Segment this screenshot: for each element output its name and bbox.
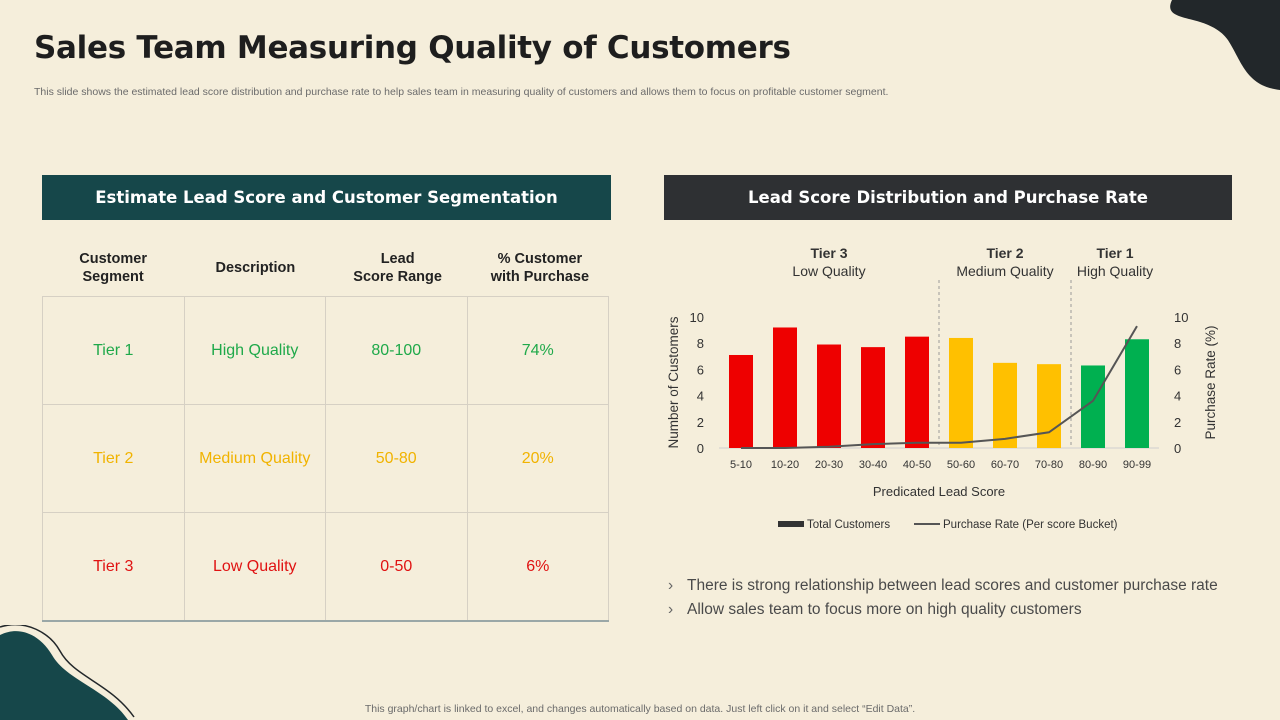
y-tick-label: 0 [697,441,704,456]
x-tick-label: 5-10 [730,459,752,471]
y2-tick-label: 0 [1174,441,1181,456]
bar [993,362,1017,448]
tier-name: Tier 3 [810,245,847,261]
cell-segment: Tier 1 [42,296,185,405]
x-axis-title: Predicated Lead Score [873,484,1005,499]
distribution-panel-header: Lead Score Distribution and Purchase Rat… [664,175,1232,220]
cell-range: 0-50 [325,512,468,622]
bar [905,336,929,448]
x-tick-label: 20-30 [815,459,843,471]
page-subtitle: This slide shows the estimated lead scor… [34,86,889,98]
cell-purchase: 20% [466,404,609,513]
bullet-text: Allow sales team to focus more on high q… [687,601,1082,618]
y2-tick-label: 8 [1174,336,1181,351]
tier-quality: High Quality [1077,263,1153,279]
bar [861,347,885,448]
y-axis-title: Number of Customers [666,316,681,448]
bar [949,337,973,448]
cell-description: Low Quality [183,512,326,622]
bar [817,344,841,448]
page-title: Sales Team Measuring Quality of Customer… [34,30,791,66]
tier-name: Tier 1 [1096,245,1133,261]
bar [1037,364,1061,448]
y-tick-label: 10 [690,310,704,325]
y2-tick-label: 6 [1174,362,1181,377]
y2-axis-title: Purchase Rate (%) [1203,325,1218,439]
cell-range: 50-80 [325,404,468,513]
tier-name: Tier 2 [986,245,1023,261]
x-tick-label: 80-90 [1079,459,1107,471]
cell-range: 80-100 [325,296,468,405]
bar [729,354,753,448]
y2-tick-label: 2 [1174,415,1181,430]
lead-score-chart: Tier 3 Low Quality Tier 2 Medium Quality Tie… [666,245,1218,531]
table-row: Tier 1 High Quality 80-100 74% [42,296,609,405]
table-row: Tier 3 Low Quality 0-50 6% [42,512,609,622]
table-row: Tier 2 Medium Quality 50-80 20% [42,404,609,513]
cell-description: High Quality [183,296,326,405]
x-tick-label: 60-70 [991,459,1019,471]
legend-label: Total Customers [807,519,890,531]
y-tick-label: 2 [697,415,704,430]
y2-tick-label: 10 [1174,310,1188,325]
bar [1125,339,1149,448]
cell-description: Medium Quality [183,404,326,513]
segmentation-table: Tier 1 High Quality 80-100 74% Tier 2 Medium … [42,296,609,622]
footer-note: This graph/chart is linked to excel, and… [364,703,916,715]
x-tick-label: 30-40 [859,459,887,471]
legend-bar-swatch [778,521,804,527]
y2-tick-label: 4 [1174,389,1181,404]
x-tick-label: 40-50 [903,459,931,471]
x-tick-label: 50-60 [947,459,975,471]
legend-label: Purchase Rate (Per score Bucket) [943,519,1118,531]
column-header: Lead Score Range [353,251,442,285]
y-tick-label: 8 [697,336,704,351]
purchase-rate-line [741,325,1138,449]
bullet-item: › There is strong relationship between le… [668,574,1218,598]
corner-decoration-bottom-left [0,625,135,720]
insight-bullets: › There is strong relationship between le… [668,574,1218,622]
bar [773,327,797,448]
bullet-text: There is strong relationship between lea… [687,577,1218,594]
tier-quality: Low Quality [792,263,865,279]
cell-purchase: 6% [466,512,609,622]
cell-segment: Tier 3 [42,512,185,622]
cell-segment: Tier 2 [42,404,185,513]
y-tick-label: 4 [697,389,704,404]
bullet-item: › Allow sales team to focus more on high … [668,598,1218,622]
chevron-right-icon: › [668,577,674,594]
x-tick-label: 70-80 [1035,459,1063,471]
x-tick-label: 10-20 [771,459,799,471]
tier-quality: Medium Quality [956,263,1053,279]
corner-decoration-top-right [1170,0,1280,90]
column-header: Description [215,260,296,276]
segmentation-table-header: Customer Segment Description Lead Score Rang… [42,240,611,296]
y-tick-label: 6 [697,362,704,377]
segmentation-panel-header: Estimate Lead Score and Customer Segment… [42,175,611,220]
chevron-right-icon: › [668,601,674,618]
cell-purchase: 74% [466,296,609,405]
column-header: Customer Segment [79,251,147,285]
x-tick-label: 90-99 [1123,459,1151,471]
column-header: % Customer with Purchase [490,251,590,285]
